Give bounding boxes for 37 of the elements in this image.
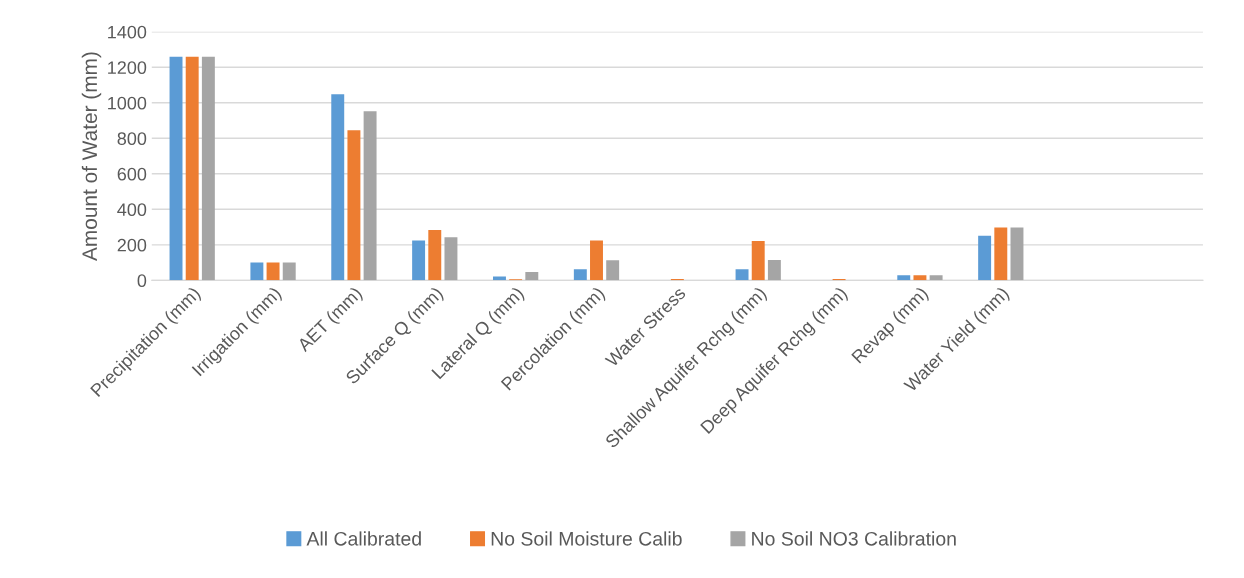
bar [735,269,749,281]
bar [428,230,442,281]
bar [185,56,199,281]
bar [897,275,911,281]
y-tick-label: 1200 [108,61,147,75]
legend-label: All Calibrated [306,531,421,546]
y-axis-title: Amount of Water (mm) [81,52,102,261]
y-tick-label: 400 [117,203,147,217]
bar [347,130,361,281]
bar [751,241,765,281]
bar [363,111,377,281]
bar [573,269,587,281]
bar [606,260,620,281]
bar [525,271,539,281]
bar [767,260,781,281]
bar [282,262,296,281]
bar [169,56,183,281]
legend-label: No Soil NO3 Calibration [752,531,956,546]
bar [412,240,426,281]
y-tick-label: 200 [117,238,147,252]
bar [929,275,943,281]
y-tick-label: 1000 [108,96,147,110]
legend-label: No Soil Moisture Calib [491,531,682,546]
y-tick-label: 800 [117,132,147,146]
bar [331,94,345,281]
y-tick-label: 600 [117,167,147,181]
y-tick-label: 1400 [108,25,147,39]
bar [994,227,1008,281]
bar [266,262,280,281]
bar [590,240,603,281]
bar [978,235,992,281]
y-tick-label: 0 [137,274,147,288]
bar [250,262,264,281]
bar [201,56,215,281]
bar [913,275,927,281]
bar [444,237,458,281]
bar [1010,227,1024,281]
